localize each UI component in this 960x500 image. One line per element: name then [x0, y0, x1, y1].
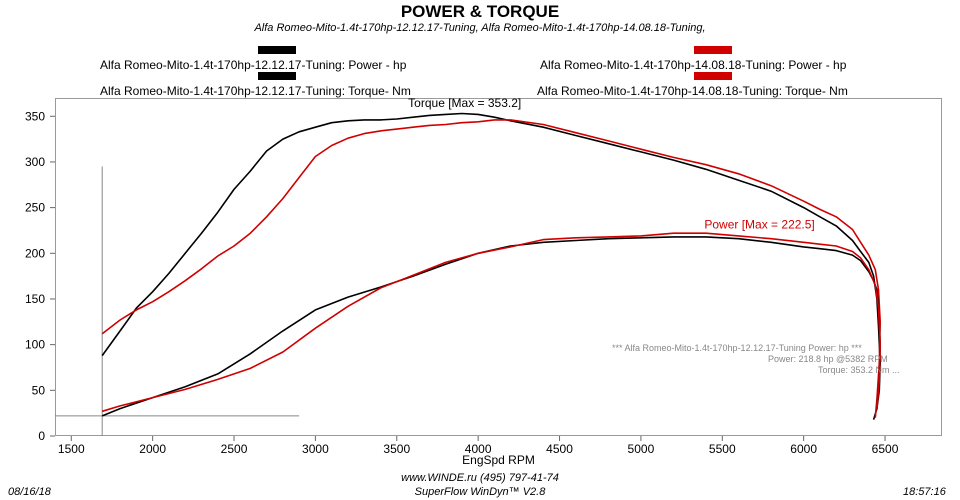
- y-tick-label-6: 300: [25, 155, 45, 169]
- y-tick-label-4: 200: [25, 246, 45, 260]
- legend-swatch-power-2: [694, 46, 732, 54]
- x-tick-label-3: 3000: [302, 442, 329, 456]
- series-line-2: [101, 236, 882, 417]
- chart-title: POWER & TORQUE: [400, 2, 560, 21]
- legend-swatch-torque-1: [258, 72, 296, 80]
- readout-line-2: Power: 218.8 hp @5382 RPM: [768, 354, 888, 364]
- series-line-0: [101, 112, 882, 420]
- x-tick-label-2: 2500: [221, 442, 248, 456]
- footer-site: www.WINDE.ru (495) 797-41-74: [401, 472, 559, 484]
- y-tick-label-3: 150: [25, 292, 45, 306]
- y-tick-label-5: 250: [25, 201, 45, 215]
- legend-label-torque-1: Alfa Romeo-Mito-1.4t-170hp-12.12.17-Tuni…: [100, 84, 411, 98]
- x-axis-label: EngSpd RPM: [462, 453, 535, 467]
- footer-date: 08/16/18: [8, 486, 51, 498]
- y-tick-label-7: 350: [25, 109, 45, 123]
- x-tick-label-5: 4000: [465, 442, 492, 456]
- y-tick-label-0: 0: [38, 429, 45, 443]
- series-line-3: [101, 232, 882, 413]
- x-tick-label-10: 6500: [872, 442, 899, 456]
- footer-time: 18:57:16: [903, 486, 946, 498]
- chart-subtitle: Alfa Romeo-Mito-1.4t-170hp-12.12.17-Tuni…: [254, 22, 706, 34]
- legend-swatch-torque-2: [694, 72, 732, 80]
- x-tick-label-1: 2000: [139, 442, 166, 456]
- y-tick-label-2: 100: [25, 338, 45, 352]
- x-tick-label-6: 4500: [546, 442, 573, 456]
- legend-label-power-1: Alfa Romeo-Mito-1.4t-170hp-12.12.17-Tuni…: [100, 58, 407, 72]
- x-tick-label-4: 3500: [383, 442, 410, 456]
- legend-label-power-2: Alfa Romeo-Mito-1.4t-170hp-14.08.18-Tuni…: [540, 58, 847, 72]
- readout-line-3: Torque: 353.2 Nm ...: [818, 365, 900, 375]
- x-tick-label-0: 1500: [58, 442, 85, 456]
- x-tick-label-8: 5500: [709, 442, 736, 456]
- y-tick-label-1: 50: [32, 383, 46, 397]
- legend-swatch-power-1: [258, 46, 296, 54]
- footer-software: SuperFlow WinDyn™ V2.8: [414, 486, 546, 498]
- readout-line-1: *** Alfa Romeo-Mito-1.4t-170hp-12.12.17-…: [612, 343, 862, 353]
- legend-label-torque-2: Alfa Romeo-Mito-1.4t-170hp-14.08.18-Tuni…: [537, 84, 848, 98]
- x-tick-label-7: 5000: [628, 442, 655, 456]
- series-line-1: [101, 119, 882, 418]
- power-max-annotation: Power [Max = 222.5]: [704, 218, 814, 232]
- torque-max-annotation: Torque [Max = 353.2]: [408, 96, 521, 110]
- x-tick-label-9: 6000: [790, 442, 817, 456]
